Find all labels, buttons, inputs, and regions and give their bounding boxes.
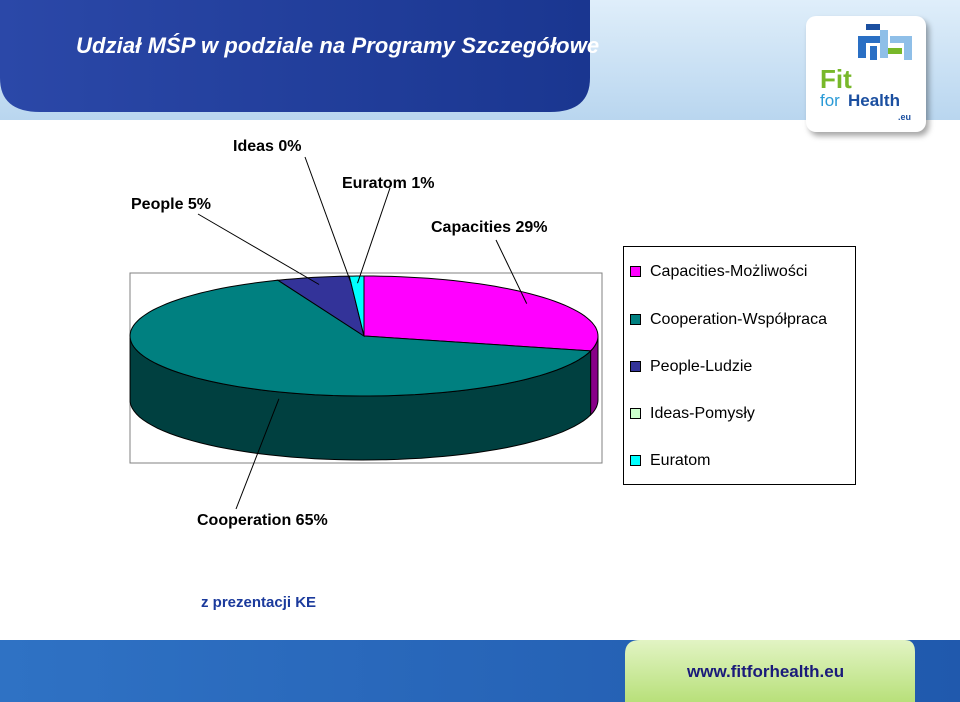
legend-label: People-Ludzie	[650, 358, 753, 375]
legend-label: Capacities-Możliwości	[650, 263, 808, 280]
legend-label: Euratom	[650, 452, 711, 469]
leader-line-capacities	[495, 239, 528, 304]
legend-swatch	[630, 361, 641, 372]
legend-swatch	[630, 455, 641, 466]
logo-health-text: Health	[848, 91, 900, 110]
pie-slice-capacities	[363, 275, 599, 352]
data-label-capacities: Capacities 29%	[431, 219, 548, 236]
pie-slice-cooperation	[129, 279, 592, 397]
logo-eu-text: .eu	[898, 112, 912, 122]
footer-band	[0, 640, 960, 702]
page-title: Udział MŚP w podziale na Programy Szczeg…	[76, 33, 600, 58]
source-note: z prezentacji KE	[201, 594, 317, 611]
legend-label: Ideas-Pomysły	[650, 405, 755, 422]
logo-for-text: for	[820, 91, 840, 110]
leader-line-cooperation	[235, 398, 280, 510]
pie-slice-euratom	[348, 275, 365, 337]
logo-mark-icon	[858, 24, 912, 60]
data-label-ideas: Ideas 0%	[233, 138, 302, 155]
footer-website-link[interactable]: www.fitforhealth.eu	[687, 662, 845, 681]
legend-swatch	[630, 266, 641, 277]
logo-fit-text: Fit	[820, 64, 852, 94]
legend-swatch	[630, 314, 641, 325]
leader-line-euratom	[357, 187, 391, 284]
data-label-euratom: Euratom 1%	[342, 175, 435, 192]
legend-swatch	[630, 408, 641, 419]
fit-for-health-logo: Fit for Health .eu	[806, 16, 926, 132]
chart-legend: Capacities-Możliwości Cooperation-Współp…	[623, 246, 856, 485]
pie-slice-people	[276, 275, 365, 338]
data-label-cooperation: Cooperation 65%	[197, 512, 328, 529]
legend-label: Cooperation-Współpraca	[650, 311, 827, 328]
header-band	[0, 0, 960, 120]
leader-line-people	[197, 213, 320, 285]
leader-line-ideas	[304, 156, 352, 284]
data-label-people: People 5%	[131, 196, 212, 213]
